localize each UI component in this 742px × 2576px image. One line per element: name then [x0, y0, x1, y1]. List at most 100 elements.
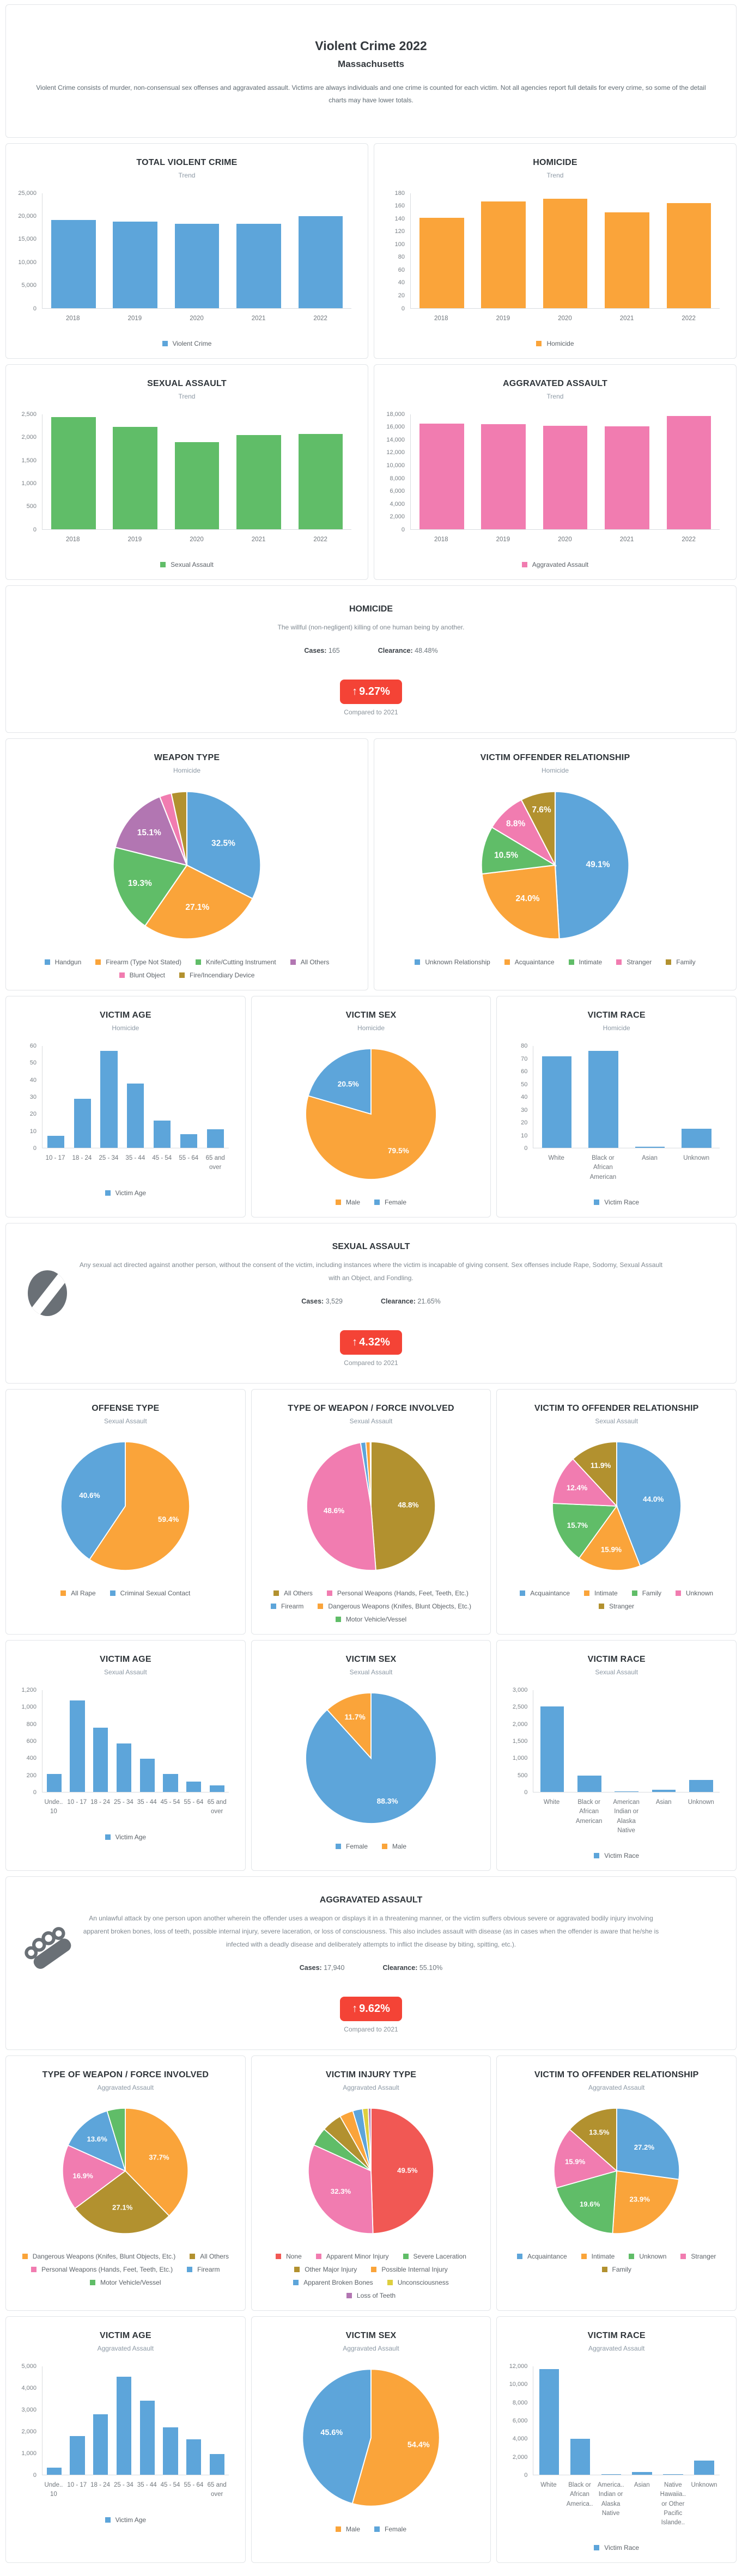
legend-item[interactable]: Criminal Sexual Contact: [110, 1589, 190, 1597]
legend-item[interactable]: Stranger: [599, 1602, 634, 1610]
pie-slice-Female[interactable]: [307, 1048, 372, 1115]
legend-item[interactable]: Acquaintance: [504, 958, 555, 966]
bar-55 - 64[interactable]: [186, 1781, 202, 1792]
bar-Unde.. 10[interactable]: [46, 1774, 62, 1792]
pie-slice-Handgun[interactable]: [186, 791, 261, 900]
pie-slice-Firearm (Type Not Stated)[interactable]: [144, 864, 254, 940]
bar-18 - 24[interactable]: [93, 1728, 108, 1792]
bar-2020[interactable]: [174, 224, 220, 308]
bar-2021[interactable]: [605, 426, 649, 529]
legend-item[interactable]: Female: [335, 1843, 368, 1850]
pie-slice-Apparent Minor Injury[interactable]: [307, 2144, 374, 2235]
pie-slice-Dangerous Weapons (Knifes, Blunt Objects, Etc.)[interactable]: [125, 2107, 189, 2217]
legend-item[interactable]: Female: [374, 1198, 406, 1206]
bar-White[interactable]: [542, 1056, 572, 1148]
legend-item[interactable]: Unknown Relationship: [415, 958, 490, 966]
legend-item[interactable]: Acquaintance: [520, 1589, 570, 1597]
bar-35 - 44[interactable]: [127, 1083, 144, 1148]
legend-item[interactable]: All Others: [190, 2253, 229, 2260]
bar-65 and over[interactable]: [209, 2454, 224, 2475]
legend-item[interactable]: Homicide: [536, 340, 574, 347]
pie-slice-Intimate[interactable]: [481, 827, 557, 875]
bar-Unde.. 10[interactable]: [46, 2467, 62, 2475]
legend-item[interactable]: Motor Vehicle/Vessel: [90, 2279, 161, 2286]
pie-slice-Criminal Sexual Contact[interactable]: [60, 1441, 126, 1561]
pie-slice-Motor Vehicle/Vessel[interactable]: [106, 2107, 126, 2171]
pie-slice-Family[interactable]: [551, 1503, 618, 1559]
bar-White[interactable]: [540, 1706, 564, 1792]
bar-55 - 64[interactable]: [186, 2439, 202, 2475]
bar-2018[interactable]: [51, 417, 96, 529]
legend-item[interactable]: Possible Internal Injury: [371, 2266, 448, 2273]
legend-item[interactable]: None: [276, 2253, 302, 2260]
legend-item[interactable]: Male: [335, 1198, 360, 1206]
pie-slice-Intimate[interactable]: [612, 2170, 679, 2235]
pie-slice-All Others[interactable]: [114, 796, 188, 866]
legend-item[interactable]: Male: [382, 1843, 406, 1850]
pie-slice-Loss of Teeth[interactable]: [367, 2107, 372, 2171]
pie-slice-Family[interactable]: [569, 2107, 617, 2173]
bar-45 - 54[interactable]: [163, 2427, 178, 2475]
bar-2022[interactable]: [666, 416, 711, 529]
bar-America.. Indian or Alaska Native[interactable]: [601, 2474, 621, 2475]
pie-slice-Knife/Cutting Instrument[interactable]: [112, 846, 188, 927]
legend-item[interactable]: Female: [374, 2525, 406, 2533]
legend-item[interactable]: Dangerous Weapons (Knifes, Blunt Objects…: [318, 1602, 471, 1610]
pie-slice-Intimate[interactable]: [578, 1505, 641, 1571]
bar-2018[interactable]: [51, 220, 96, 308]
legend-item[interactable]: Male: [335, 2525, 360, 2533]
bar-65 and over[interactable]: [209, 1785, 224, 1792]
legend-item[interactable]: Unconsciousness: [387, 2279, 449, 2286]
legend-item[interactable]: Motor Vehicle/Vessel: [335, 1616, 406, 1623]
bar-2019[interactable]: [113, 426, 157, 529]
legend-item[interactable]: Apparent Minor Injury: [315, 2253, 389, 2260]
legend-item[interactable]: Personal Weapons (Hands, Feet, Teeth, Et…: [326, 1589, 469, 1597]
pie-slice-Male[interactable]: [326, 1692, 372, 1760]
legend-item[interactable]: All Others: [273, 1589, 313, 1597]
bar-2020[interactable]: [543, 425, 588, 529]
bar-25 - 34[interactable]: [100, 1051, 118, 1148]
bar-Unknown[interactable]: [681, 1129, 711, 1148]
legend-item[interactable]: All Others: [290, 958, 329, 966]
legend-item[interactable]: Intimate: [584, 1589, 618, 1597]
bar-Native Hawaiia.. or Other Pacific Islande..[interactable]: [663, 2474, 683, 2475]
legend-item[interactable]: Aggravated Assault: [521, 561, 588, 568]
legend-item[interactable]: Fire/Incendiary Device: [179, 971, 254, 979]
bar-18 - 24[interactable]: [74, 1098, 91, 1148]
legend-item[interactable]: Intimate: [568, 958, 602, 966]
bar-Unknown[interactable]: [689, 1779, 713, 1792]
legend-item[interactable]: Stranger: [616, 958, 652, 966]
bar-2022[interactable]: [298, 434, 343, 529]
bar-10 - 17[interactable]: [70, 2436, 85, 2475]
legend-item[interactable]: Personal Weapons (Hands, Feet, Teeth, Et…: [31, 2266, 173, 2273]
legend-item[interactable]: Firearm: [271, 1602, 303, 1610]
legend-item[interactable]: Stranger: [680, 2253, 716, 2260]
bar-Black or African American[interactable]: [577, 1776, 601, 1792]
legend-item[interactable]: Victim Race: [594, 2544, 639, 2551]
bar-2018[interactable]: [419, 423, 464, 529]
bar-45 - 54[interactable]: [163, 1774, 178, 1792]
bar-25 - 34[interactable]: [116, 2376, 132, 2475]
bar-2018[interactable]: [419, 218, 464, 308]
bar-35 - 44[interactable]: [139, 1759, 155, 1792]
bar-Asian[interactable]: [632, 2472, 652, 2475]
legend-item[interactable]: Firearm (Type Not Stated): [95, 958, 181, 966]
pie-slice-Firearm[interactable]: [67, 2110, 126, 2172]
bar-2019[interactable]: [481, 424, 526, 529]
legend-item[interactable]: Blunt Object: [119, 971, 165, 979]
pie-slice-Acquaintance[interactable]: [616, 1441, 682, 1567]
legend-item[interactable]: Apparent Broken Bones: [293, 2279, 373, 2286]
pie-slice-Acquaintance[interactable]: [481, 864, 560, 940]
bar-2019[interactable]: [113, 221, 157, 308]
bar-10 - 17[interactable]: [70, 1700, 85, 1792]
bar-Unknown[interactable]: [694, 2460, 714, 2475]
bar-18 - 24[interactable]: [93, 2414, 108, 2475]
bar-Black or African American[interactable]: [588, 1051, 618, 1148]
pie-slice-Motor Vehicle/Vessel[interactable]: [369, 1441, 372, 1507]
bar-55 - 64[interactable]: [180, 1134, 198, 1148]
legend-item[interactable]: Victim Age: [105, 2516, 146, 2524]
bar-Asian[interactable]: [652, 1789, 676, 1792]
legend-item[interactable]: Handgun: [44, 958, 81, 966]
legend-item[interactable]: Family: [666, 958, 696, 966]
legend-item[interactable]: Loss of Teeth: [346, 2292, 396, 2299]
